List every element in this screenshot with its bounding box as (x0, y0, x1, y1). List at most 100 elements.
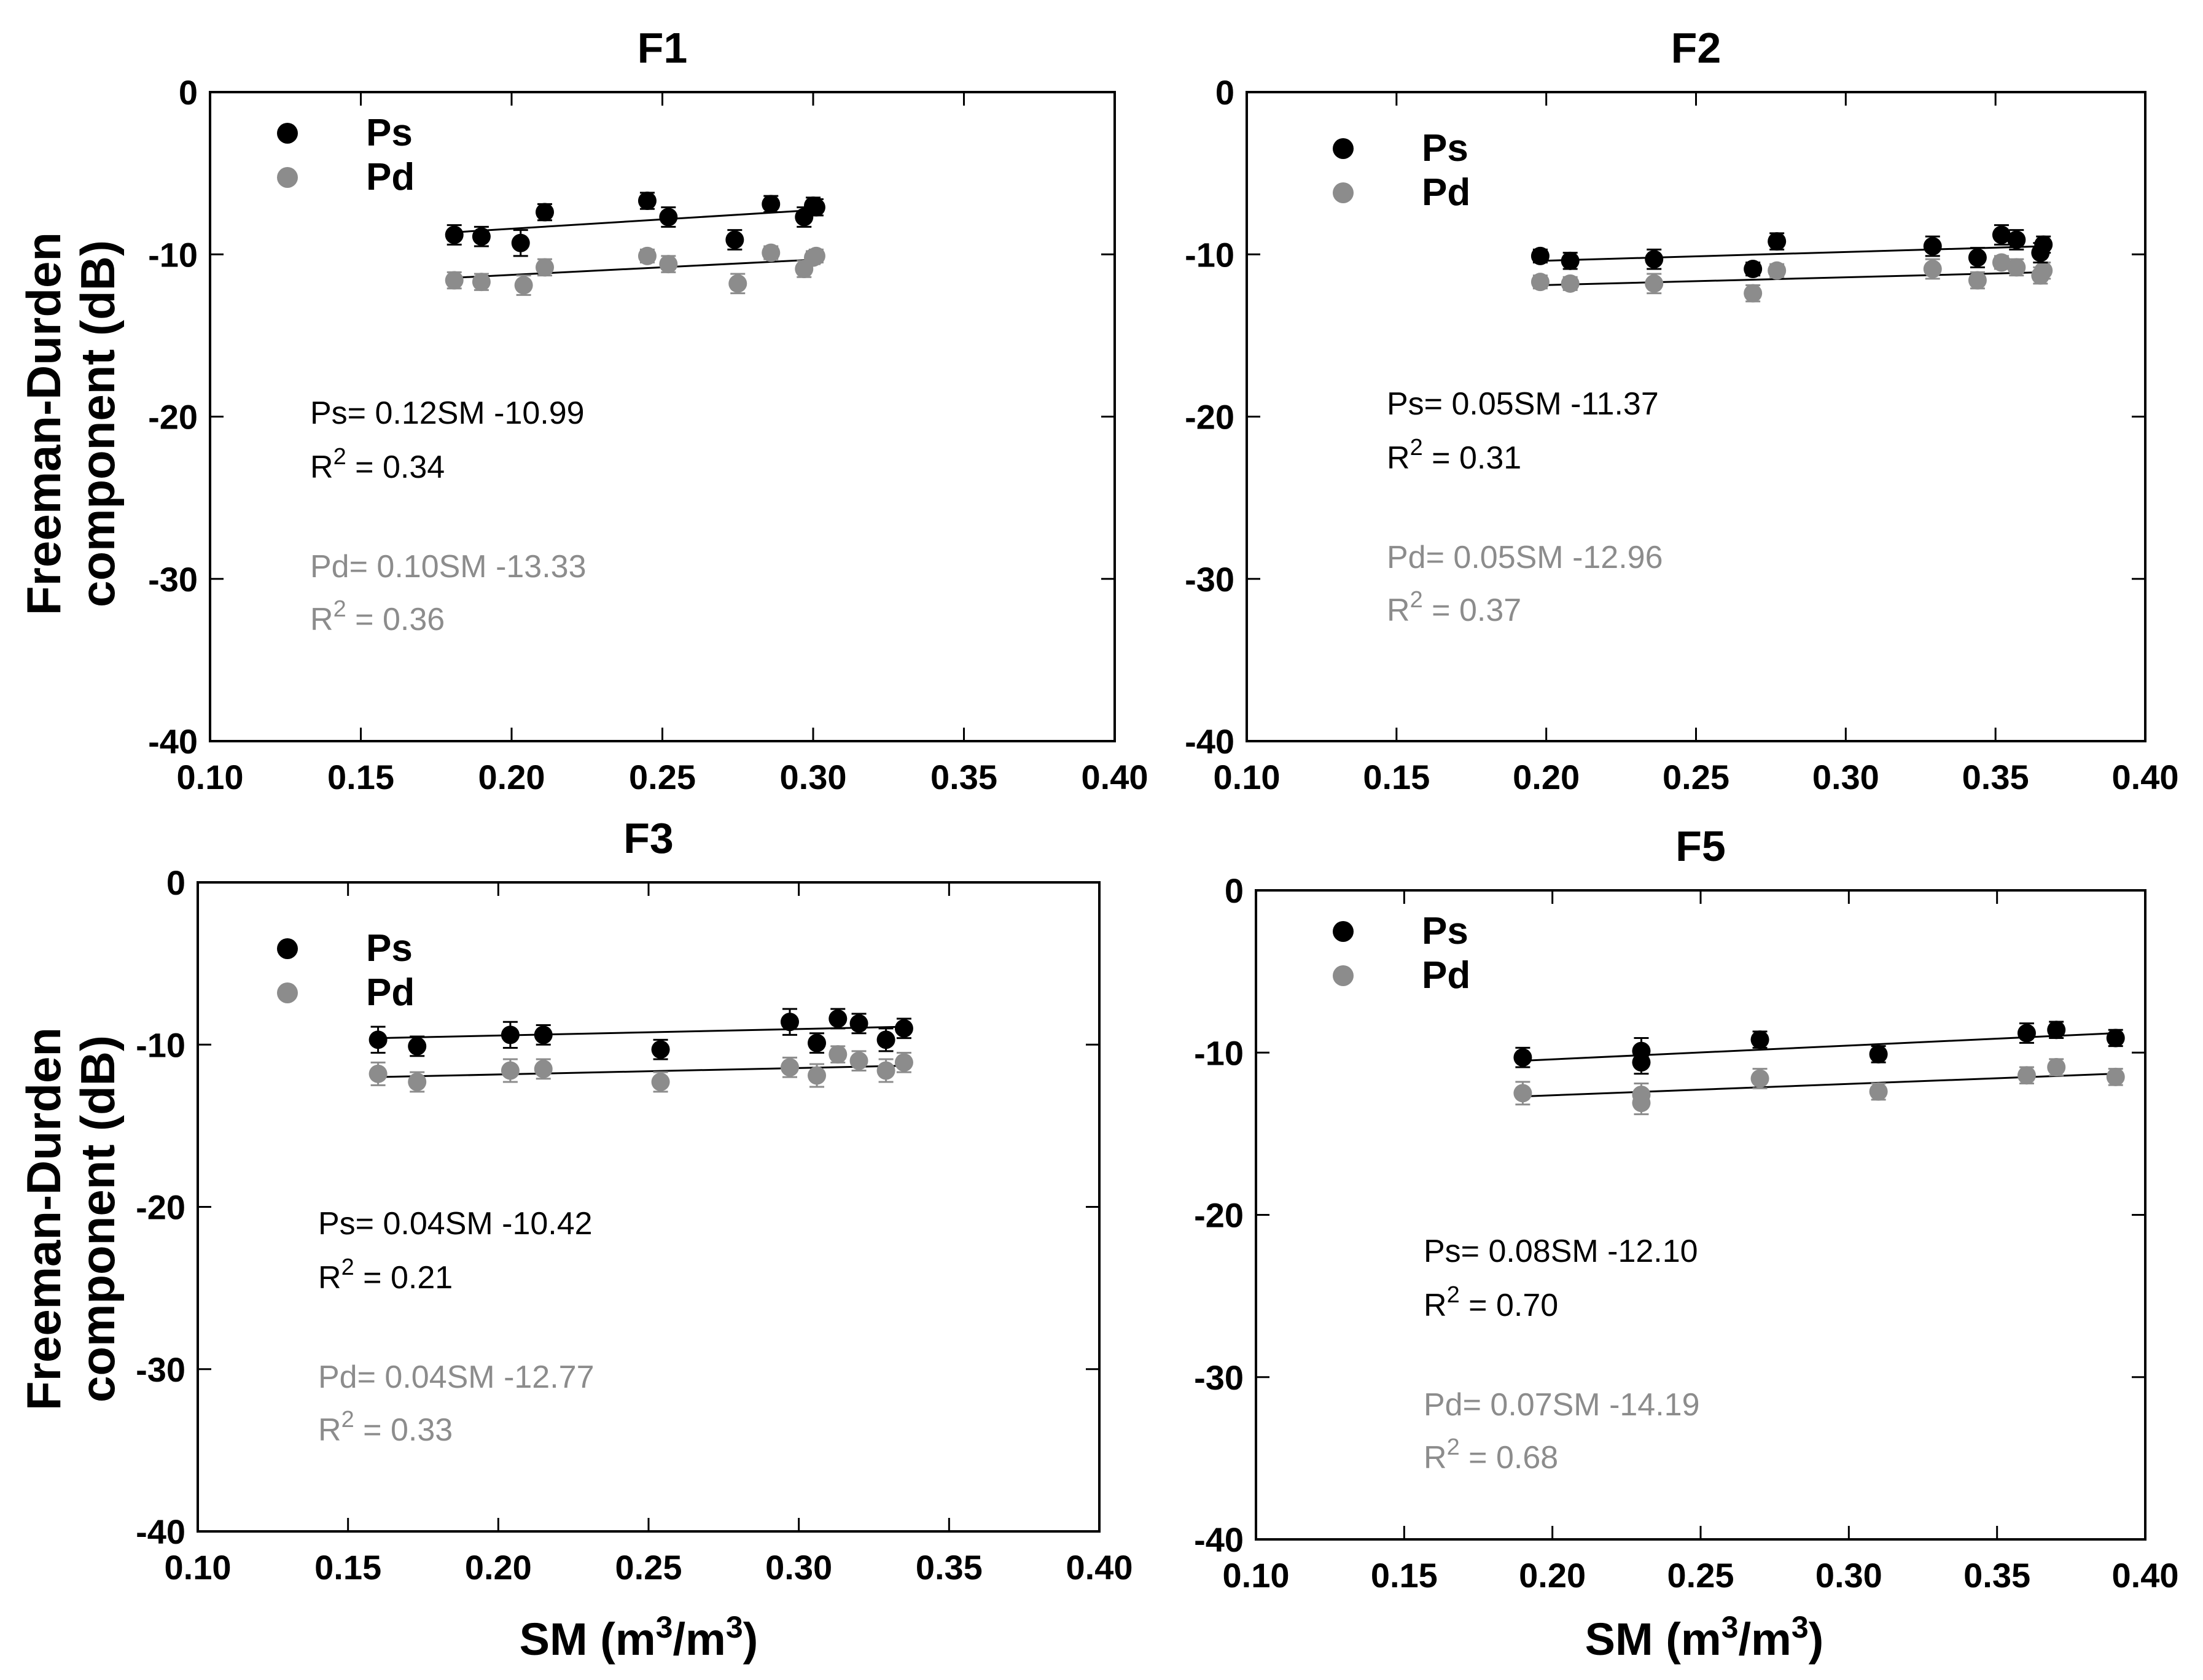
legend-marker-pd (277, 982, 298, 1003)
y-tick-label: -20 (1185, 398, 1234, 437)
data-point-pd (1744, 284, 1763, 303)
data-point-ps (2106, 1029, 2125, 1048)
legend-label-pd: Pd (1422, 171, 1470, 214)
data-point-pd (2007, 258, 2026, 277)
data-point-ps (1513, 1048, 1532, 1067)
legend-marker-pd (1333, 182, 1354, 203)
data-point-pd (728, 274, 747, 293)
data-point-pd (514, 276, 533, 295)
x-tick-label: 0.35 (916, 1548, 983, 1587)
data-point-pd (780, 1058, 799, 1077)
y-tick-label: -40 (1185, 722, 1234, 761)
chart-title: F1 (638, 24, 688, 72)
data-point-ps (1744, 260, 1763, 279)
fit-line-ps (378, 1025, 904, 1040)
pd-equation: Pd= 0.07SM -14.19 (1424, 1387, 1700, 1423)
data-point-pd (659, 255, 678, 274)
x-tick-label: 0.35 (1962, 758, 2029, 796)
pd-equation: Pd= 0.10SM -13.33 (310, 549, 587, 585)
data-point-ps (725, 230, 744, 249)
fit-line-pd (1540, 271, 2044, 286)
ps-r2: R2 = 0.34 (310, 444, 445, 485)
data-point-pd (2034, 261, 2053, 280)
x-tick-label: 0.20 (465, 1548, 532, 1587)
chart-title: F2 (1671, 24, 1721, 72)
data-point-ps (894, 1019, 913, 1038)
data-point-ps (1968, 248, 1987, 267)
data-point-ps (368, 1030, 388, 1049)
data-point-ps (1992, 225, 2011, 244)
x-axis-label-main: SM (m (520, 1614, 656, 1665)
ps-r2: R2 = 0.31 (1387, 435, 1521, 476)
ps-equation: Ps= 0.08SM -12.10 (1424, 1234, 1698, 1269)
data-point-ps (2047, 1021, 2066, 1040)
data-point-ps (1869, 1044, 1888, 1064)
data-point-pd (638, 246, 657, 265)
pd-r2: R2 = 0.68 (1424, 1434, 1558, 1476)
data-point-ps (829, 1009, 848, 1028)
pd-equation: Pd= 0.04SM -12.77 (318, 1359, 595, 1395)
data-point-pd (445, 271, 464, 290)
y-tick-label: -40 (148, 722, 198, 761)
data-point-pd (1750, 1069, 1769, 1088)
data-point-pd (2047, 1058, 2066, 1077)
x-tick-label: 0.25 (615, 1548, 682, 1587)
pd-r2: R2 = 0.36 (310, 596, 445, 637)
data-point-ps (780, 1013, 799, 1032)
x-tick-label: 0.15 (1363, 758, 1430, 796)
y-tick-label: -30 (1194, 1358, 1244, 1397)
data-point-pd (1923, 260, 1942, 279)
x-axis-label-sup: 3 (656, 1610, 673, 1644)
legend-label-ps: Ps (1422, 910, 1468, 952)
chart-title: F3 (623, 814, 674, 862)
data-point-ps (1923, 237, 1942, 256)
chart-panel-f1: F1 0.10 0.15 0.20 0.25 0.30 0.35 0.40 0 -10 -20 -30… (148, 24, 1148, 796)
x-axis-label-left: SM (m3/m3) (520, 1610, 758, 1665)
y-tick-label: -20 (136, 1188, 185, 1227)
y-tick-label: -40 (136, 1512, 185, 1551)
ps-equation: Ps= 0.05SM -11.37 (1387, 386, 1659, 422)
x-tick-label: 0.20 (478, 758, 545, 796)
y-tick-label: -30 (136, 1350, 185, 1389)
x-tick-label: 0.35 (930, 758, 997, 796)
x-tick-label: 0.10 (165, 1548, 232, 1587)
data-point-ps (536, 203, 555, 222)
data-point-pd (1869, 1082, 1888, 1101)
y-tick-label: 0 (1215, 73, 1234, 112)
fit-line-ps (1540, 245, 2044, 262)
y-tick-label: 0 (166, 863, 185, 902)
data-point-ps (876, 1030, 895, 1049)
y-tick-label: -10 (1185, 235, 1234, 274)
data-point-ps (1768, 232, 1787, 251)
legend-marker-ps (277, 938, 298, 959)
ps-equation: Ps= 0.12SM -10.99 (310, 395, 585, 431)
x-tick-label: 0.15 (1371, 1556, 1438, 1595)
data-point-pd (876, 1061, 895, 1080)
x-tick-label: 0.15 (327, 758, 394, 796)
x-tick-label: 0.30 (1812, 758, 1879, 796)
y-tick-label: 0 (179, 73, 198, 112)
x-tick-label: 0.40 (2112, 1556, 2179, 1595)
y-axis-label-line1: Freeman-Durden (17, 1027, 71, 1411)
x-tick-label: 0.35 (1963, 1556, 2030, 1595)
x-tick-label: 0.25 (1663, 758, 1729, 796)
y-axis-label-line1: Freeman-Durden (17, 231, 71, 616)
data-point-pd (2017, 1066, 2036, 1085)
data-point-ps (2017, 1024, 2036, 1043)
data-point-ps (1530, 246, 1550, 265)
data-point-ps (849, 1014, 868, 1033)
data-point-ps (1632, 1053, 1651, 1072)
data-point-ps (659, 208, 678, 227)
y-tick-label: -20 (148, 398, 198, 437)
y-tick-label: -30 (148, 560, 198, 599)
legend-label-pd: Pd (366, 971, 415, 1014)
x-tick-label: 0.40 (1066, 1548, 1133, 1587)
x-tick-label: 0.25 (1667, 1556, 1734, 1595)
legend-marker-pd (277, 167, 298, 188)
x-axis-label-mid: /m (673, 1614, 725, 1665)
y-tick-label: 0 (1225, 871, 1244, 910)
x-tick-label: 0.15 (314, 1548, 381, 1587)
y-axis-label-top: Freeman-Durden component (dB) (17, 232, 125, 615)
y-tick-label: -20 (1194, 1196, 1244, 1235)
chart-panel-f3: F3 0.10 0.15 0.20 0.25 0.30 0.35 0.40 0 -10 -20 -30… (136, 814, 1133, 1587)
